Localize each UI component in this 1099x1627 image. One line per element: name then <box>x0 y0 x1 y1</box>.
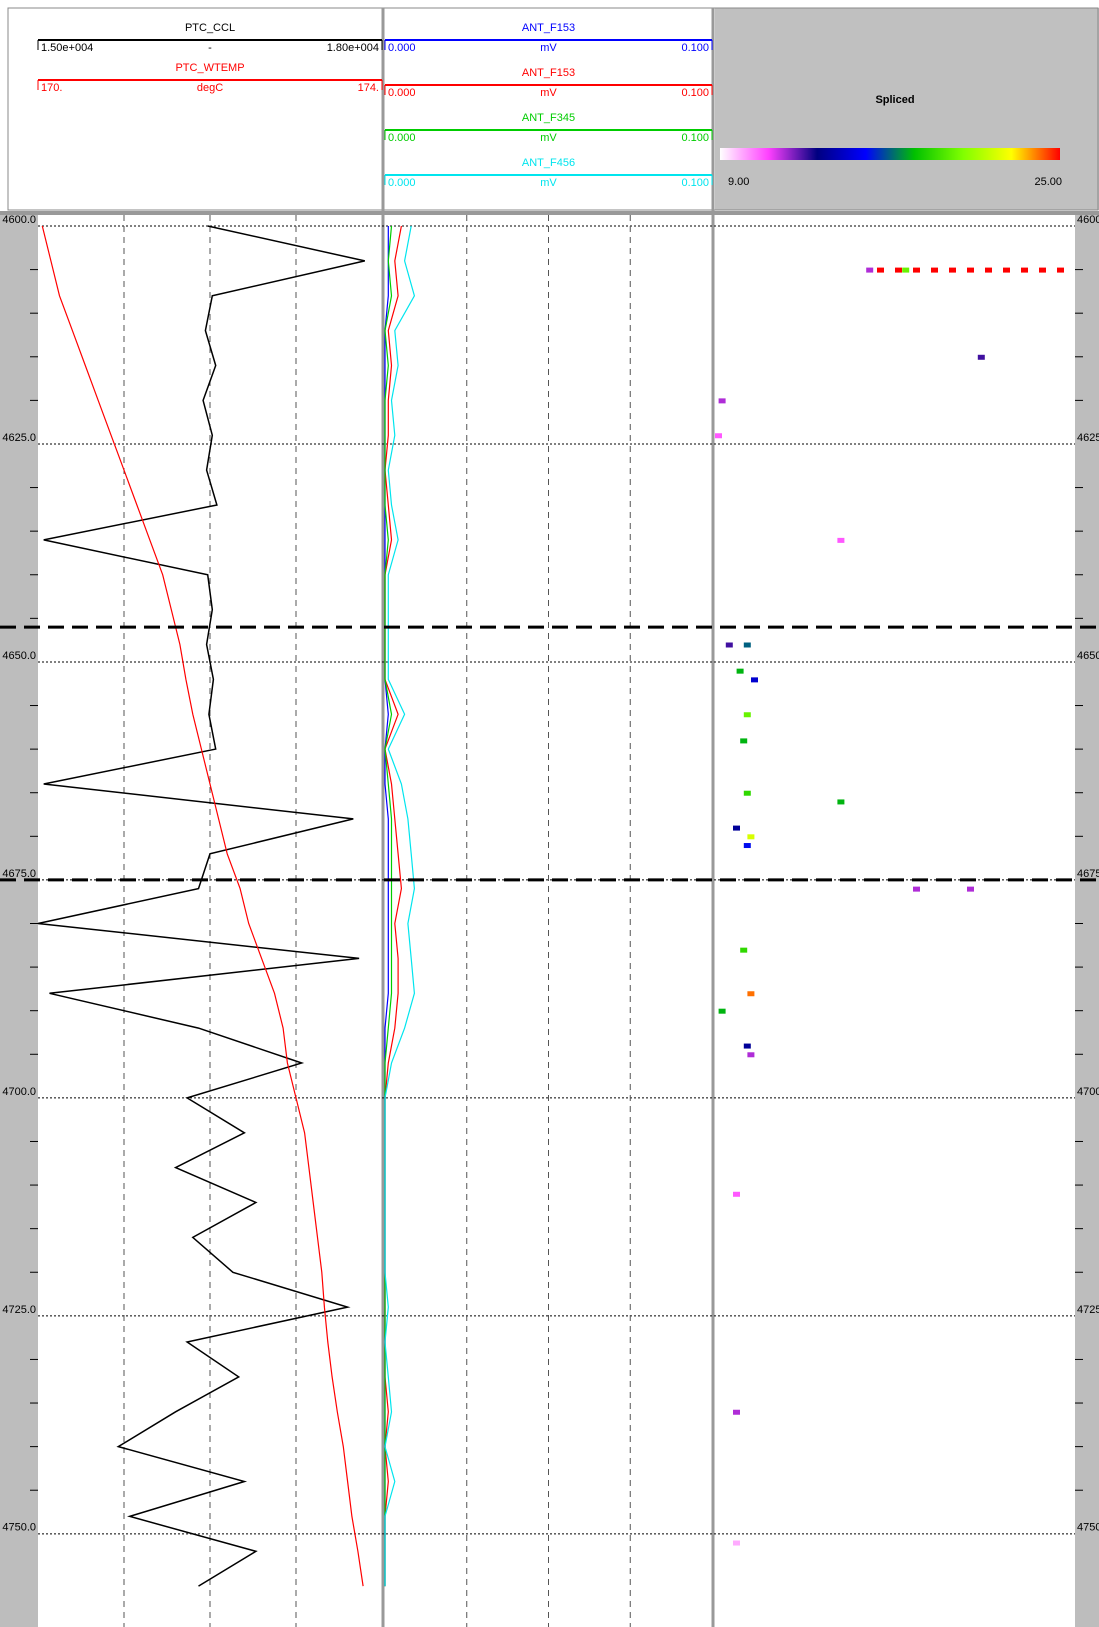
image-pixel <box>895 267 902 273</box>
scale-max: 174. <box>358 82 379 94</box>
depth-label: 4650.0 <box>1077 650 1099 662</box>
unit: mV <box>540 132 557 144</box>
unit: - <box>208 42 212 54</box>
image-pixel <box>740 947 748 953</box>
image-pixel <box>902 267 910 273</box>
image-pixel <box>747 991 755 997</box>
image-pixel <box>743 1043 751 1049</box>
image-pixel <box>743 642 751 648</box>
image-pixel <box>1057 267 1064 273</box>
unit: mV <box>540 42 557 54</box>
depth-label: 4725.0 <box>2 1304 36 1316</box>
image-pixel <box>967 267 974 273</box>
unit: mV <box>540 177 557 189</box>
image-pixel <box>913 267 920 273</box>
image-pixel <box>743 712 751 718</box>
scale-min: 0.000 <box>388 42 416 54</box>
depth-band-right <box>1075 215 1099 1627</box>
image-header <box>715 8 1099 210</box>
unit: degC <box>197 82 223 94</box>
image-pixel <box>743 843 751 849</box>
scale-max: 0.100 <box>681 177 709 189</box>
image-pixel <box>725 642 733 648</box>
image-pixel <box>1039 267 1046 273</box>
colorbar <box>720 148 1060 160</box>
scale-min: 0.000 <box>388 87 416 99</box>
depth-label: 4625.0 <box>1077 432 1099 444</box>
curve-name: ANT_F153 <box>522 22 575 34</box>
depth-label: 4750.0 <box>2 1522 36 1534</box>
image-pixel <box>751 677 758 683</box>
scale-min: 0.000 <box>388 177 416 189</box>
depth-band-left <box>0 215 38 1627</box>
depth-label: 4600.0 <box>2 214 36 226</box>
curve <box>37 225 365 1587</box>
image-pixel <box>913 886 920 892</box>
curve <box>384 225 416 1587</box>
image-pixel <box>837 799 845 805</box>
depth-label: 4725.0 <box>1077 1304 1099 1316</box>
image-pixel <box>977 354 985 360</box>
image-pixel <box>837 537 845 543</box>
scale-max: 0.100 <box>681 87 709 99</box>
curve-name: ANT_F345 <box>522 112 575 124</box>
image-pixel <box>931 267 938 273</box>
image-pixel <box>866 267 874 273</box>
depth-label: 4600.0 <box>1077 214 1099 226</box>
image-pixel <box>715 433 722 439</box>
unit: mV <box>540 87 557 99</box>
curve <box>41 225 364 1587</box>
depth-label: 4750.0 <box>1077 1522 1099 1534</box>
image-pixel <box>1003 267 1010 273</box>
curve-name: PTC_WTEMP <box>175 62 244 74</box>
image-pixel <box>718 398 726 404</box>
scale-max: 0.100 <box>681 42 709 54</box>
scale-max: 1.80e+004 <box>327 42 379 54</box>
depth-label: 4675.0 <box>2 868 36 880</box>
depth-label: 4700.0 <box>2 1086 36 1098</box>
plot-area: 4600.0 4600.0 4625.0 4625.0 4650.0 4650.0 4675… <box>0 214 1099 1627</box>
image-pixel <box>733 1191 740 1197</box>
image-pixel <box>740 738 748 744</box>
colorbar-max: 25.00 <box>1034 176 1062 188</box>
header-frame <box>7 7 1099 211</box>
scale-min: 1.50e+004 <box>41 42 93 54</box>
scale-max: 0.100 <box>681 132 709 144</box>
depth-label: 4675.0 <box>1077 868 1099 880</box>
image-pixel <box>743 790 751 796</box>
image-pixel <box>985 267 992 273</box>
curve-name: PTC_CCL <box>185 22 235 34</box>
image-pixel <box>967 886 974 892</box>
curve <box>384 225 393 1587</box>
image-pixel <box>733 825 740 831</box>
image-pixel <box>736 668 744 674</box>
image-pixel <box>733 1540 740 1546</box>
image-pixel <box>747 834 755 840</box>
colorbar-min: 9.00 <box>728 176 749 188</box>
scale-min: 0.000 <box>388 132 416 144</box>
depth-label: 4700.0 <box>1077 1086 1099 1098</box>
scale-min: 170. <box>41 82 62 94</box>
image-pixel <box>718 1008 726 1014</box>
image-pixel <box>949 267 956 273</box>
depth-label: 4625.0 <box>2 432 36 444</box>
image-pixel <box>1021 267 1028 273</box>
image-pixel <box>877 267 884 273</box>
curve-name: ANT_F456 <box>522 157 575 169</box>
image-pixel <box>747 1052 755 1058</box>
image-title: Spliced <box>875 94 914 106</box>
image-pixel <box>733 1409 740 1415</box>
depth-label: 4650.0 <box>2 650 36 662</box>
curve-name: ANT_F153 <box>522 67 575 79</box>
